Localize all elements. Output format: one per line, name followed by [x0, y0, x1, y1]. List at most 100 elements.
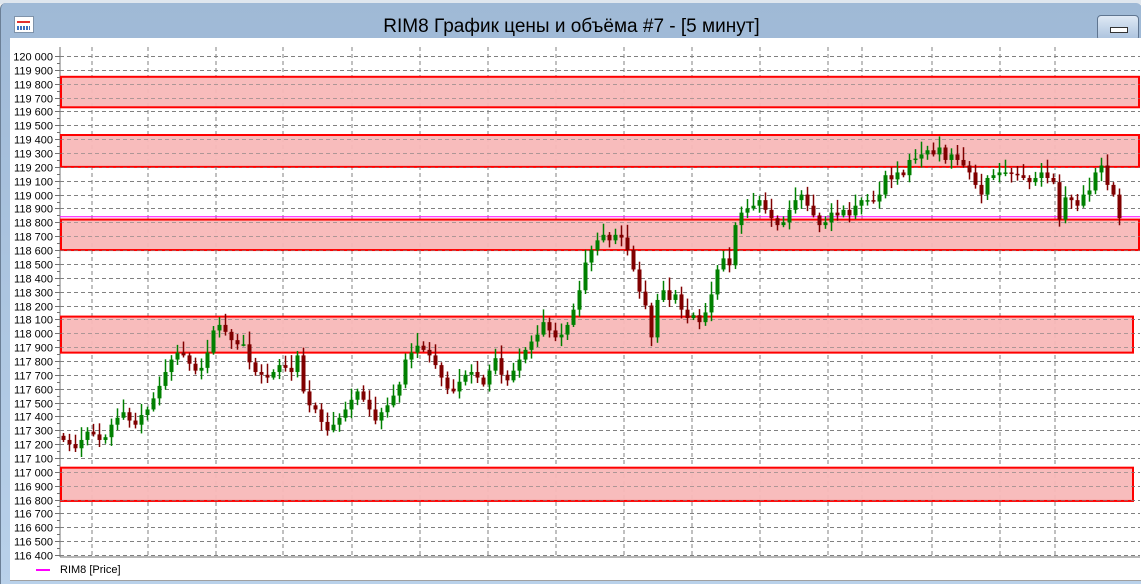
candle-up	[331, 424, 336, 431]
y-tick-label: 119 300	[14, 149, 53, 161]
candle-down	[499, 358, 504, 375]
y-tick-label: 119 100	[14, 177, 53, 189]
candle-up	[517, 359, 522, 371]
legend-swatch	[36, 569, 50, 571]
candle-up	[739, 212, 744, 226]
candle-down	[643, 291, 648, 306]
y-tick-label: 116 800	[14, 496, 53, 508]
candle-down	[871, 200, 876, 202]
candle-down	[1027, 177, 1032, 183]
candle-up	[655, 299, 660, 338]
y-tick-label: 118 000	[14, 329, 53, 341]
y-tick-label: 118 700	[14, 232, 53, 244]
candle-down	[835, 212, 840, 216]
candle-down	[805, 194, 810, 206]
candle-down	[631, 250, 636, 270]
candle-up	[115, 417, 120, 425]
candle-up	[169, 359, 174, 373]
candle-down	[553, 330, 558, 338]
candle-up	[529, 341, 534, 350]
candle-down	[127, 412, 132, 421]
candle-down	[97, 434, 102, 440]
candle-down	[943, 147, 948, 160]
candle-up	[661, 290, 666, 300]
y-tick-label: 116 500	[14, 537, 53, 549]
candle-down	[475, 372, 480, 378]
candle-up	[877, 194, 882, 202]
candle-up	[829, 212, 834, 223]
candle-up	[79, 439, 84, 449]
candle-down	[619, 234, 624, 238]
price-zone	[60, 218, 1140, 252]
candle-down	[967, 165, 972, 173]
candle-down	[727, 258, 732, 266]
chart-window-icon[interactable]	[14, 16, 34, 33]
candle-up	[745, 208, 750, 213]
candle-down	[1105, 165, 1110, 185]
candle-up	[895, 172, 900, 180]
candle-down	[1021, 175, 1026, 178]
candle-down	[1009, 172, 1014, 174]
candle-down	[817, 215, 822, 226]
candle-up	[487, 370, 492, 385]
candle-down	[253, 362, 258, 373]
title-bar[interactable]: RIM8 График цены и объёма #7 - [5 минут]	[1, 3, 1141, 41]
candle-down	[1117, 194, 1122, 219]
candle-up	[709, 294, 714, 313]
y-tick-label: 117 300	[14, 426, 53, 438]
candle-up	[799, 194, 804, 201]
candle-down	[547, 322, 552, 331]
candle-down	[181, 352, 186, 356]
y-tick-label: 117 700	[14, 371, 53, 383]
y-tick-label: 118 100	[14, 315, 53, 327]
candle-up	[277, 365, 282, 373]
candle-down	[229, 331, 234, 341]
candle-up	[241, 344, 246, 346]
candle-up	[1087, 190, 1092, 195]
candle-up	[781, 222, 786, 226]
candle-up	[715, 269, 720, 295]
candle-down	[133, 420, 138, 425]
candle-down	[685, 309, 690, 318]
candle-up	[541, 322, 546, 335]
candle-down	[979, 184, 984, 195]
candle-up	[403, 359, 408, 385]
candle-up	[865, 200, 870, 202]
candle-up	[205, 352, 210, 368]
candle-down	[283, 365, 288, 368]
candle-up	[145, 409, 150, 416]
candle-up	[883, 175, 888, 195]
candle-down	[301, 355, 306, 392]
candle-up	[595, 240, 600, 251]
candle-down	[289, 367, 294, 373]
candle-down	[847, 209, 852, 216]
candle-up	[415, 345, 420, 353]
candle-up	[163, 372, 168, 386]
candle-down	[1051, 177, 1056, 183]
candle-up	[409, 352, 414, 360]
candle-up	[151, 398, 156, 410]
legend-divider	[10, 580, 1141, 581]
candle-up	[217, 324, 222, 331]
candle-down	[505, 374, 510, 381]
candle-down	[427, 349, 432, 356]
y-tick-label: 116 400	[14, 551, 53, 563]
y-tick-label: 117 400	[14, 412, 53, 424]
y-tick-label: 118 300	[14, 288, 53, 300]
candle-down	[1075, 200, 1080, 206]
candle-down	[1111, 184, 1116, 195]
candle-down	[325, 421, 330, 431]
candle-down	[481, 377, 486, 385]
candle-up	[793, 200, 798, 210]
candle-down	[433, 355, 438, 366]
candle-up	[859, 200, 864, 206]
candle-up	[703, 312, 708, 323]
y-tick-label: 117 500	[14, 399, 53, 411]
chart-legend: RIM8 [Price]	[36, 562, 121, 578]
y-tick-label: 116 600	[14, 523, 53, 535]
y-tick-label: 118 200	[14, 302, 53, 314]
candle-down	[1069, 197, 1074, 201]
candle-up	[787, 209, 792, 223]
y-tick-label: 118 600	[14, 246, 53, 258]
